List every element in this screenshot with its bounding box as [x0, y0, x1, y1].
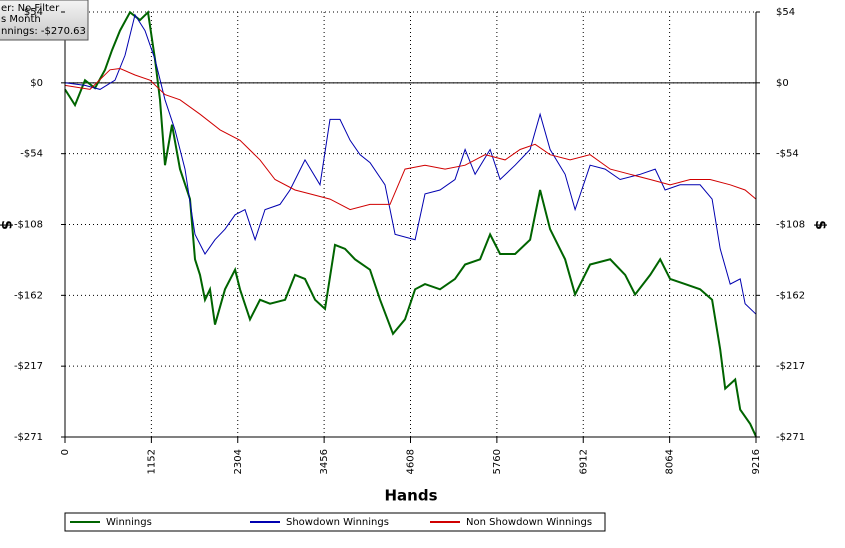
stats-box — [0, 0, 89, 41]
stats-line: er: No Filter — [1, 3, 60, 14]
x-tick-label: 9216 — [751, 449, 762, 474]
series-line — [64, 13, 757, 315]
x-tick-label: 2304 — [233, 449, 244, 474]
y-tick-label-right: $54 — [776, 7, 795, 18]
y-axis-title-right: $ — [812, 220, 828, 230]
legend-label: Winnings — [106, 517, 152, 528]
stats-line: s Month — [1, 14, 41, 25]
stats-line: nnings: -$270.63 — [1, 26, 86, 37]
y-tick-label: -$54 — [20, 149, 43, 160]
x-tick-label: 5760 — [492, 449, 503, 474]
legend — [64, 512, 606, 532]
x-tick-label: 1152 — [146, 449, 157, 474]
x-tick-label: 0 — [60, 449, 71, 455]
y-tick-label: $0 — [30, 78, 43, 89]
y-tick-label-right: -$271 — [776, 432, 805, 443]
y-tick-label-right: -$54 — [776, 149, 799, 160]
y-tick-label-right: -$162 — [776, 290, 805, 301]
x-tick-label: 8064 — [665, 449, 676, 474]
x-axis-title: Hands — [384, 487, 437, 505]
y-tick-label: -$108 — [14, 220, 43, 231]
y-tick-label: -$217 — [14, 361, 43, 372]
legend-label: Non Showdown Winnings — [466, 517, 592, 528]
x-tick-label: 3456 — [319, 449, 330, 474]
series-line — [64, 67, 757, 211]
series-line — [64, 10, 757, 437]
y-tick-label-right: $0 — [776, 78, 789, 89]
y-tick-label: -$271 — [14, 432, 43, 443]
y-tick-label: $54 — [24, 7, 43, 18]
y-tick-label: -$162 — [14, 290, 43, 301]
legend-label: Showdown Winnings — [286, 517, 389, 528]
x-tick-label: 6912 — [578, 449, 589, 474]
y-axis-title: $ — [0, 220, 14, 230]
x-tick-label: 4608 — [406, 449, 417, 474]
y-tick-label-right: -$108 — [776, 220, 805, 231]
y-tick-label-right: -$217 — [776, 361, 805, 372]
